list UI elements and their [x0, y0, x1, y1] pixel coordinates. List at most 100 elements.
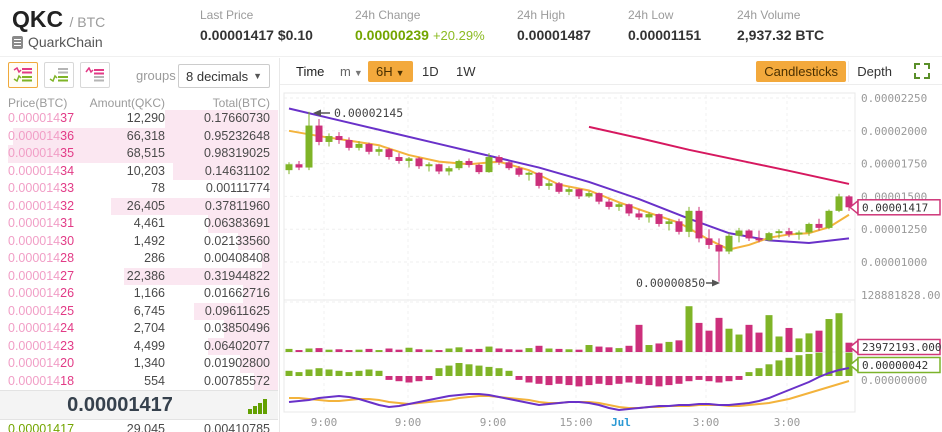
- stat-label: 24h Change: [355, 8, 421, 22]
- ask-amount: 26,405: [126, 198, 165, 213]
- stat-percent: +20.29%: [432, 28, 485, 43]
- volume-bar: [365, 348, 373, 352]
- ask-row[interactable]: 0.00001435 68,515 0.98319025: [0, 145, 278, 163]
- volume-bar: [685, 306, 693, 352]
- candle-body: [845, 196, 853, 208]
- histogram-bar: [605, 376, 613, 386]
- interval-minutes-dropdown[interactable]: m ▼: [340, 64, 363, 79]
- stat-label: Last Price: [200, 8, 254, 22]
- histogram-bar: [745, 372, 753, 376]
- bid-total: 0.00410785: [203, 422, 270, 432]
- volume-bar: [435, 350, 443, 352]
- low-annotation: 0.00000850: [636, 276, 705, 290]
- ask-row[interactable]: 0.00001431 4,461 0.06383691: [0, 215, 278, 233]
- candle-body: [645, 214, 653, 218]
- ask-row[interactable]: 0.00001425 6,745 0.09611625: [0, 302, 278, 320]
- groups-label: groups: [136, 68, 176, 83]
- candlesticks-tab[interactable]: Candlesticks: [756, 61, 846, 82]
- candle-body: [395, 157, 403, 161]
- volume-bar: [305, 348, 313, 352]
- ask-row[interactable]: 0.00001424 2,704 0.03850496: [0, 320, 278, 338]
- x-axis-label: 9:00: [395, 416, 422, 429]
- ask-row[interactable]: 0.00001427 22,386 0.31944822: [0, 267, 278, 285]
- volume-bar: [505, 349, 513, 352]
- candle-body: [715, 244, 723, 252]
- candle-body: [805, 223, 813, 233]
- ask-row[interactable]: 0.00001437 12,290 0.17660730: [0, 110, 278, 128]
- book-view-asks-button[interactable]: [80, 62, 110, 88]
- ask-row[interactable]: 0.00001428 286 0.00408408: [0, 250, 278, 268]
- interval-1d-tab[interactable]: 1D: [422, 64, 439, 79]
- stat-value: 0.00001487: [517, 27, 591, 43]
- book-bids-icon: [49, 68, 68, 83]
- ask-total: 0.31944822: [203, 268, 270, 283]
- candle-body: [425, 164, 433, 167]
- fullscreen-icon[interactable]: [914, 63, 930, 79]
- ask-total: 0.14631102: [204, 163, 270, 178]
- volume-bar: [615, 348, 623, 352]
- candle-body: [555, 183, 563, 192]
- histogram-bar: [725, 376, 733, 382]
- ask-total: 0.01902800: [203, 356, 270, 370]
- histogram-bar: [495, 368, 503, 376]
- ask-row[interactable]: 0.00001426 1,166 0.01662716: [0, 285, 278, 303]
- volume-bar: [705, 330, 713, 352]
- interval-1w-tab[interactable]: 1W: [456, 64, 476, 79]
- svg-text:23972193.000: 23972193.000: [862, 341, 941, 354]
- candle-body: [455, 160, 463, 169]
- volume-bar: [385, 348, 393, 352]
- stat-last-price: Last Price 0.00001417 $0.10: [200, 8, 313, 43]
- high-annotation: 0.00002145: [334, 106, 403, 120]
- candle-body: [755, 238, 763, 241]
- histogram-bar: [535, 376, 543, 384]
- histogram-bar: [755, 368, 763, 376]
- interval-6h-tab[interactable]: 6H ▼: [368, 61, 413, 82]
- ask-row[interactable]: 0.00001433 78 0.00111774: [0, 180, 278, 198]
- bid-amount: 29,045: [126, 422, 165, 432]
- decimals-dropdown[interactable]: 8 decimals ▼: [178, 64, 270, 88]
- ask-row[interactable]: 0.00001420 1,340 0.01902800: [0, 355, 278, 373]
- ask-price: 0.00001434: [8, 163, 75, 178]
- ask-row[interactable]: 0.00001423 4,499 0.06402077: [0, 337, 278, 355]
- ask-total: 0.03850496: [203, 321, 270, 335]
- candle-body: [725, 235, 733, 252]
- candlestick-chart[interactable]: 9:00 9:00 9:00 15:00 Jul 3:00 3:00 0.00002250 0.…: [280, 85, 942, 432]
- candle-body: [495, 157, 503, 163]
- book-view-bids-button[interactable]: [44, 62, 74, 88]
- ask-row[interactable]: 0.00001432 26,405 0.37811960: [0, 197, 278, 215]
- volume-bar: [545, 348, 553, 352]
- histogram-bar: [775, 360, 783, 376]
- ask-row[interactable]: 0.00001436 66,318 0.95232648: [0, 127, 278, 145]
- depth-signal-icon[interactable]: [248, 399, 268, 414]
- time-label: Time: [296, 64, 325, 79]
- histogram-bar: [825, 351, 833, 376]
- candle-body: [545, 183, 553, 186]
- ask-row[interactable]: 0.00001434 10,203 0.14631102: [0, 162, 278, 180]
- candle-body: [475, 164, 483, 173]
- x-axis-label: 3:00: [693, 416, 720, 429]
- svg-text:0.00000042: 0.00000042: [862, 359, 928, 372]
- candle-body: [635, 213, 643, 218]
- book-view-both-button[interactable]: [8, 62, 38, 88]
- candle-body: [665, 221, 673, 224]
- pair-title: QKC / BTC: [12, 6, 105, 33]
- histogram-bar: [645, 376, 653, 386]
- ask-price: 0.00001437: [8, 111, 75, 125]
- ask-row[interactable]: 0.00001418 554 0.00785572: [0, 372, 278, 390]
- bid-row[interactable]: 0.00001417 29,045 0.00410785: [0, 421, 278, 432]
- volume-bar: [605, 347, 613, 352]
- panel-divider: [279, 58, 280, 432]
- depth-bar: [237, 232, 278, 250]
- indicator-zero-label: 0.00000000: [861, 374, 927, 387]
- ask-price: 0.00001431: [8, 216, 75, 230]
- stat-value: 0.00000239: [355, 27, 429, 43]
- ask-row[interactable]: 0.00001430 1,492 0.02133560: [0, 232, 278, 250]
- depth-tab[interactable]: Depth: [848, 61, 900, 82]
- stat-value: 0.00001417 $0.10: [200, 27, 313, 43]
- volume-bar: [395, 349, 403, 352]
- volume-bar: [665, 341, 673, 352]
- histogram-bar: [435, 368, 443, 376]
- ask-price: 0.00001427: [8, 268, 75, 283]
- candle-body: [695, 210, 703, 239]
- chevron-down-icon: ▼: [253, 71, 262, 81]
